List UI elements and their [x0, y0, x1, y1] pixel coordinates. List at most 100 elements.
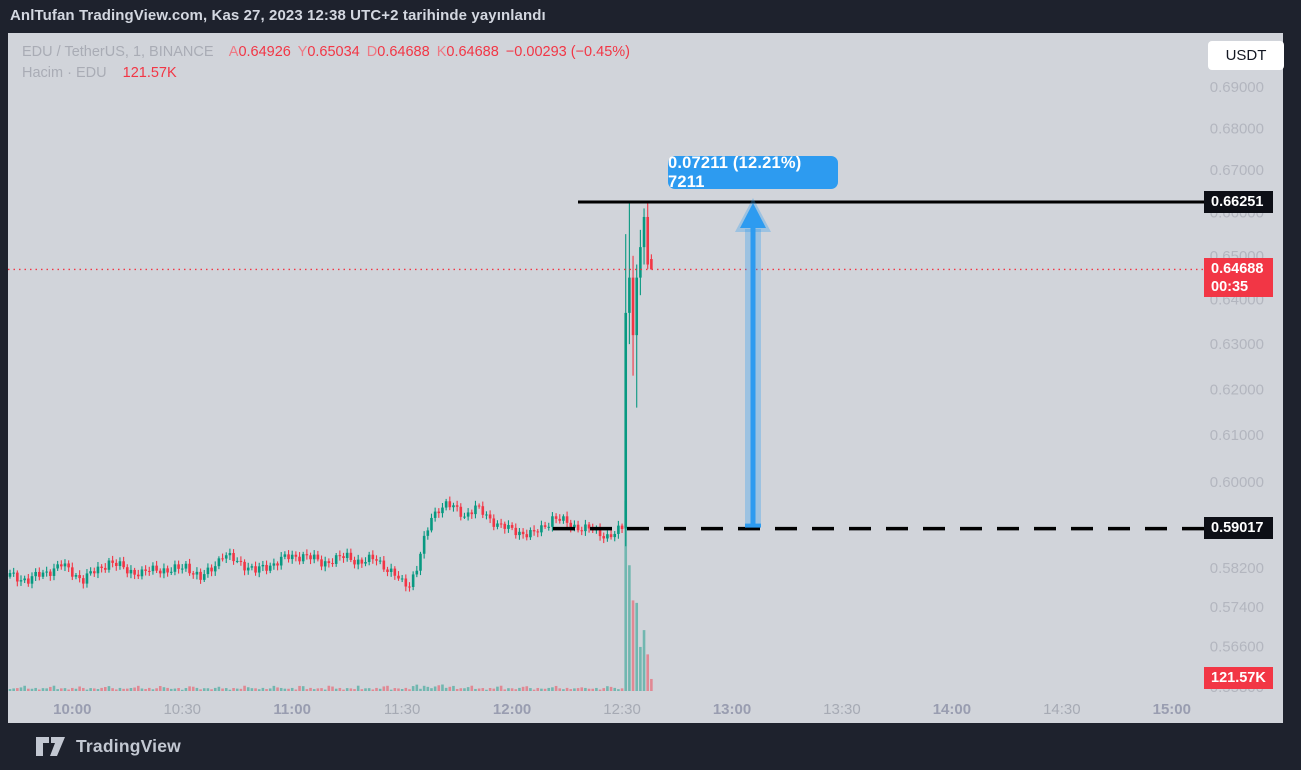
volume-bar: [635, 602, 639, 691]
candle-body: [334, 555, 338, 564]
time-tick-label: 14:00: [933, 701, 971, 718]
volume-bar: [375, 687, 378, 691]
candle-body: [371, 554, 375, 560]
candle-body: [470, 512, 474, 515]
volume-bar: [27, 688, 30, 691]
candle-body: [19, 580, 23, 582]
volume-bar: [386, 685, 389, 691]
volume-bar: [342, 689, 345, 691]
candle-body: [30, 576, 34, 584]
candle-body: [268, 565, 272, 571]
time-tick-label: 12:00: [493, 701, 531, 718]
candle-body: [331, 563, 334, 565]
volume-bar: [459, 688, 463, 691]
symbol-title[interactable]: EDU / TetherUS, 1, BINANCE: [22, 44, 214, 60]
price-chart-canvas[interactable]: 0.690000.680000.670000.660000.650000.640…: [8, 33, 1283, 723]
volume-axis-label: 121.57K: [1204, 667, 1273, 689]
volume-bar: [448, 686, 452, 691]
volume-bar: [415, 684, 419, 691]
candle-body: [411, 574, 415, 587]
candle-body: [38, 571, 41, 577]
volume-bar: [114, 689, 118, 691]
volume-bar: [8, 689, 12, 691]
close-value: 0.64688: [446, 44, 499, 60]
candle-body: [243, 561, 246, 571]
candle-body: [136, 574, 140, 577]
candle-body: [103, 567, 107, 570]
candle-body: [305, 554, 309, 556]
candle-body: [63, 563, 67, 567]
volume-bar: [650, 678, 653, 691]
price-tick-label: 0.57400: [1210, 599, 1264, 616]
candle-body: [195, 571, 199, 575]
volume-bar: [16, 688, 19, 691]
volume-bar: [540, 688, 543, 691]
volume-bar: [12, 688, 15, 691]
price-tick-label: 0.68000: [1210, 120, 1264, 137]
volume-bar: [602, 688, 606, 691]
candle-body: [367, 554, 371, 563]
volume-bar: [573, 688, 576, 691]
candle-body: [426, 530, 430, 536]
volume-bar: [63, 688, 67, 691]
candle-body: [27, 578, 30, 584]
volume-bar: [298, 685, 301, 691]
tradingview-logo[interactable]: TradingView: [36, 736, 181, 757]
candle-body: [147, 570, 151, 572]
publish-bar: AnlTufan TradingView.com, Kas 27, 2023 1…: [0, 0, 1301, 33]
volume-bar: [166, 687, 169, 691]
volume-bar: [591, 688, 595, 691]
volume-bar: [162, 687, 166, 691]
bar-countdown: 00:35: [1211, 278, 1249, 295]
volume-bar: [378, 688, 382, 691]
brand-bar: TradingView: [0, 723, 1301, 770]
candle-body: [221, 558, 224, 560]
volume-bar: [551, 687, 554, 691]
volume-bar: [433, 686, 437, 691]
volume-bar: [235, 688, 239, 691]
candle-body: [400, 578, 404, 580]
candle-body: [646, 216, 650, 265]
volume-bar: [492, 688, 496, 691]
candle-body: [422, 535, 426, 554]
arrow-base-cap: [745, 523, 761, 528]
candle-body: [316, 554, 320, 560]
price-tick-label: 0.58200: [1210, 560, 1264, 577]
volume-bar: [49, 686, 52, 691]
candle-body: [386, 569, 389, 572]
currency-toggle-button[interactable]: USDT: [1208, 41, 1284, 70]
candle-body: [397, 575, 400, 579]
candle-body: [261, 564, 265, 567]
volume-bar: [525, 686, 529, 691]
candle-body: [448, 501, 452, 508]
volume-bar: [338, 687, 342, 691]
candle-body: [309, 555, 312, 560]
volume-bar: [558, 688, 562, 691]
volume-bar: [276, 687, 279, 691]
candle-body: [12, 572, 15, 574]
time-tick-label: 13:30: [823, 701, 861, 718]
volume-bar: [371, 689, 375, 691]
volume-bar: [133, 687, 136, 691]
volume-study-title[interactable]: Hacim · EDU: [22, 65, 107, 81]
volume-bar: [613, 687, 617, 691]
volume-bar: [576, 688, 580, 691]
candle-body: [140, 569, 144, 577]
volume-bar: [34, 687, 37, 691]
volume-bar: [382, 686, 386, 691]
volume-bar: [261, 687, 265, 691]
candle-body: [232, 553, 235, 562]
candle-body: [404, 578, 408, 587]
candle-body: [34, 571, 37, 577]
volume-bar: [411, 686, 415, 691]
candle-body: [419, 553, 422, 571]
candle-body: [584, 524, 587, 532]
measurement-callout: 0.07211 (12.21%) 7211: [668, 154, 838, 191]
open-prefix: A: [228, 44, 239, 60]
candle-body: [71, 567, 74, 577]
candle-body: [613, 533, 617, 538]
volume-bar: [419, 688, 422, 691]
candle-body: [466, 512, 470, 517]
current-price-value: 0.64688: [1211, 260, 1264, 277]
volume-bar: [268, 688, 272, 691]
